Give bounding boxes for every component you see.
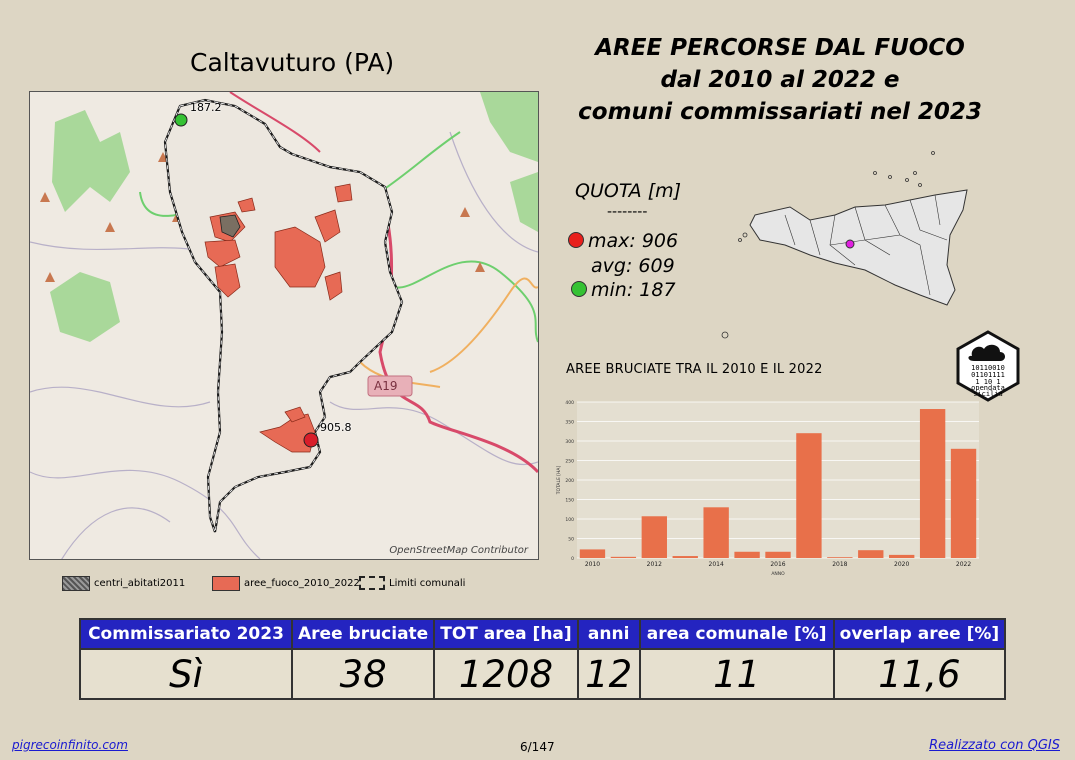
- chart-xtick-label: 2016: [770, 561, 785, 568]
- footer-qgis-link[interactable]: Realizzato con QGIS: [929, 738, 1060, 753]
- header-commissariato: Commissariato 2023: [79, 618, 293, 650]
- map-canvas: [30, 92, 538, 559]
- chart-bar: [610, 556, 637, 558]
- chart-bar: [919, 409, 946, 558]
- chart-yaxis-label: TOTALE [HA]: [556, 465, 562, 495]
- chart-bar: [579, 549, 606, 558]
- elevation-separator: --------: [607, 204, 648, 220]
- logo-bits1: 10110010: [971, 364, 1005, 372]
- value-aree-bruciate: 38: [290, 648, 436, 700]
- header-area-comunale: area comunale [%]: [638, 618, 835, 650]
- report-title: AREE PERCORSE DAL FUOCO dal 2010 al 2022…: [555, 32, 1005, 128]
- chart-bar: [889, 554, 915, 558]
- municipality-map: 187.2 905.8 A19 OpenStreetMap Contributo…: [29, 91, 539, 560]
- chart-bar: [796, 433, 822, 558]
- header-anni: anni: [576, 618, 641, 650]
- comune-title: Caltavuturo (PA): [190, 48, 395, 77]
- chart-xtick-label: 2012: [647, 561, 662, 568]
- value-commissariato: Sì: [79, 648, 293, 700]
- fire-area-swatch-icon: [212, 576, 240, 591]
- legend-label: centri_abitati2011: [94, 578, 186, 589]
- chart-ytick-label: 300: [565, 439, 574, 445]
- chart-bar: [950, 448, 977, 558]
- logo-line2: sicilia: [973, 390, 1003, 398]
- report-title-line2: dal 2010 al 2022 e: [660, 67, 900, 93]
- page-number: 6/147: [520, 740, 555, 754]
- max-elevation-label: 905.8: [320, 421, 352, 434]
- elevation-min-value: min: 187: [591, 279, 676, 301]
- map-attribution: OpenStreetMap Contributor: [389, 545, 528, 556]
- chart-xtick-label: 2020: [894, 561, 909, 568]
- chart-xtick-label: 2018: [832, 561, 847, 568]
- elevation-min: min: 187: [571, 279, 676, 301]
- sicily-locator-map: [715, 145, 975, 345]
- table-header-row: Commissariato 2023 Aree bruciate TOT are…: [79, 618, 1007, 650]
- chart-xaxis-label: ANNO: [771, 571, 785, 577]
- chart-bar: [641, 516, 667, 558]
- elevation-max-value: max: 906: [588, 230, 679, 252]
- chart-ytick-label: 100: [565, 517, 574, 523]
- chart-ytick-label: 200: [565, 478, 574, 484]
- chart-bar: [672, 556, 698, 558]
- table-row: Sì 38 1208 12 11 11,6: [79, 648, 1007, 700]
- boundary-swatch-icon: [359, 576, 385, 590]
- chart-title: AREE BRUCIATE TRA IL 2010 E IL 2022: [566, 362, 823, 377]
- chart-ytick-label: 150: [565, 498, 574, 504]
- chart-bar: [858, 550, 884, 558]
- red-dot-icon: [568, 232, 584, 248]
- report-title-line1: AREE PERCORSE DAL FUOCO: [595, 35, 965, 61]
- opendata-sicilia-logo: 10110010 01101111 1 10 1 opendata sicili…: [952, 330, 1024, 402]
- chart-ytick-label: 0: [571, 556, 574, 562]
- legend-label: aree_fuoco_2010_2022: [244, 578, 360, 589]
- chart-xtick-label: 2010: [585, 561, 600, 568]
- min-elevation-label: 187.2: [190, 101, 222, 114]
- report-title-line3: comuni commissariati nel 2023: [578, 99, 982, 125]
- logo-line1: opendata: [971, 384, 1005, 392]
- chart-bar: [765, 551, 791, 558]
- value-overlap: 11,6: [832, 648, 1007, 700]
- chart-canvas: 0 50 100 150 200 250 300 350 400 2010 2012 2014 2016…: [556, 400, 979, 577]
- chart-ytick-label: 350: [565, 420, 574, 426]
- green-dot-icon: [571, 281, 587, 297]
- logo-bits3: 1 10 1: [975, 378, 1000, 386]
- motorway-label: A19: [374, 379, 398, 393]
- chart-bar: [734, 551, 760, 558]
- header-aree-bruciate: Aree bruciate: [290, 618, 436, 650]
- burnt-area-bar-chart: 0 50 100 150 200 250 300 350 400 2010 2012 2014 2016…: [547, 392, 987, 582]
- chart-ytick-label: 50: [568, 537, 574, 543]
- logo-bits2: 01101111: [971, 371, 1005, 379]
- elevation-max: max: 906: [568, 230, 678, 252]
- legend-label: Limiti comunali: [389, 577, 466, 589]
- legend-item-limiti: Limiti comunali: [359, 576, 465, 590]
- elevation-avg: avg: 609: [591, 255, 675, 277]
- stats-table: Commissariato 2023 Aree bruciate TOT are…: [79, 618, 1007, 700]
- chart-ytick-label: 250: [565, 459, 574, 465]
- chart-ytick-label: 400: [565, 400, 574, 406]
- hatched-swatch-icon: [62, 576, 90, 591]
- chart-bar: [827, 557, 853, 558]
- chart-bar: [703, 507, 729, 558]
- value-anni: 12: [576, 648, 641, 700]
- legend-item-centri: centri_abitati2011: [62, 576, 185, 591]
- chart-xtick-label: 2014: [709, 561, 724, 568]
- legend-item-aree-fuoco: aree_fuoco_2010_2022: [212, 576, 360, 591]
- value-tot-area: 1208: [433, 648, 579, 700]
- header-overlap: overlap aree [%]: [832, 618, 1007, 650]
- chart-xtick-label: 2022: [956, 561, 971, 568]
- header-tot-area: TOT area [ha]: [433, 618, 579, 650]
- elevation-title: QUOTA [m]: [575, 180, 682, 202]
- value-area-comunale: 11: [638, 648, 835, 700]
- footer-website-link[interactable]: pigrecoinfinito.com: [12, 738, 128, 752]
- map-legend: centri_abitati2011 aree_fuoco_2010_2022 …: [62, 576, 542, 596]
